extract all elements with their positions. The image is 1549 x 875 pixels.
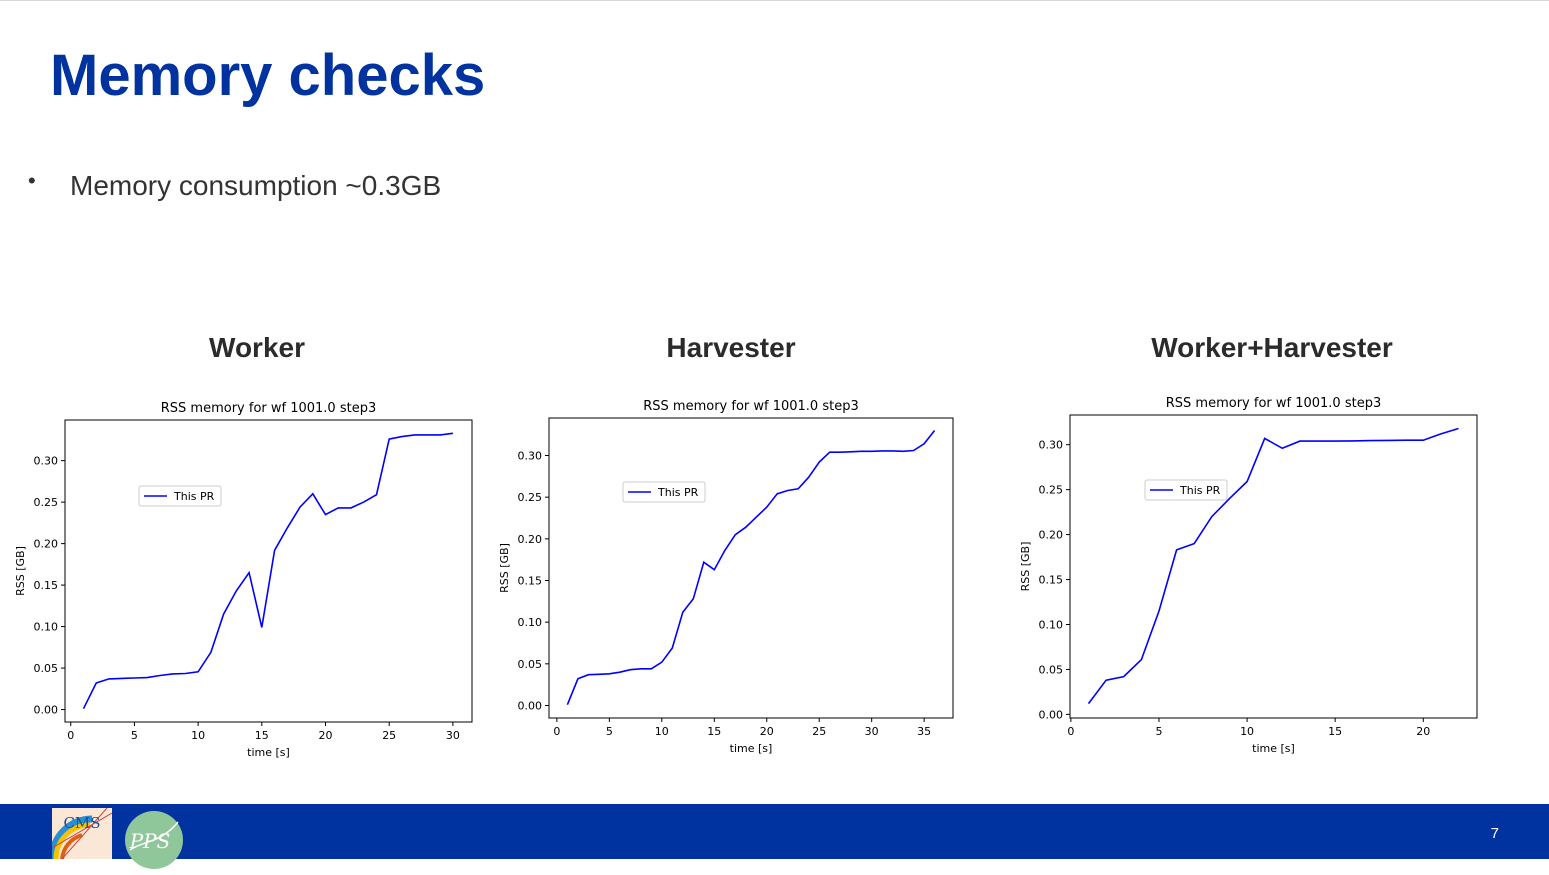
chart-title: RSS memory for wf 1001.0 step3 — [643, 399, 858, 414]
x-axis-label: time [s] — [247, 746, 290, 759]
y-axis-label: RSS [GB] — [498, 543, 511, 593]
plot-frame — [64, 419, 473, 723]
y-tick-label: 0.30 — [518, 450, 543, 463]
page-number: 7 — [1490, 825, 1499, 842]
chart-worker: RSS memory for wf 1001.0 step3 0 5 10 15 20 25… — [14, 401, 473, 759]
y-tick-label: 0.25 — [518, 491, 543, 504]
x-tick-label: 10 — [1240, 725, 1254, 738]
y-tick-label: 0.20 — [34, 538, 59, 551]
x-tick-label: 20 — [319, 729, 333, 742]
y-tick-label: 0.00 — [1039, 708, 1064, 721]
chart-worker-harvester: RSS memory for wf 1001.0 step3 0 5 10 15 20 0.… — [1019, 396, 1478, 755]
x-axis-label: time [s] — [1252, 742, 1295, 755]
bullet-dot-icon: • — [28, 168, 36, 193]
y-axis-label: RSS [GB] — [14, 546, 27, 596]
y-tick-label: 0.00 — [34, 704, 59, 717]
chart-harvester: RSS memory for wf 1001.0 step3 0 5 10 15 20 25… — [498, 399, 954, 755]
series-line-this-pr — [566, 430, 936, 706]
legend-box — [1144, 479, 1228, 501]
x-tick-label: 0 — [67, 729, 74, 742]
y-tick-label: 0.20 — [518, 533, 543, 546]
x-tick-label: 20 — [1416, 725, 1430, 738]
cms-logo: CMS — [52, 808, 112, 859]
y-tick-label: 0.05 — [34, 662, 59, 675]
top-border — [0, 0, 1549, 1]
x-tick-label: 15 — [255, 729, 269, 742]
y-tick-label: 0.10 — [1039, 618, 1064, 631]
series-line-this-pr — [1087, 427, 1459, 705]
chart-title: RSS memory for wf 1001.0 step3 — [1166, 396, 1381, 411]
x-tick-label: 25 — [812, 725, 826, 738]
x-tick-label: 15 — [1328, 725, 1342, 738]
x-tick-label: 30 — [865, 725, 879, 738]
bullet-text: Memory consumption ~0.3GB — [70, 170, 442, 201]
panel-heading-worker: Worker — [209, 332, 305, 363]
y-tick-label: 0.05 — [518, 658, 543, 671]
footer-bar: CMS PPS 7 — [0, 804, 1549, 869]
legend-label: This PR — [173, 490, 215, 503]
y-tick-label: 0.25 — [34, 496, 59, 509]
x-axis-label: time [s] — [730, 742, 773, 755]
y-tick-label: 0.05 — [1039, 663, 1064, 676]
series-line-this-pr — [82, 432, 453, 710]
x-tick-label: 0 — [1067, 725, 1074, 738]
panel-heading-harvester: Harvester — [666, 332, 796, 363]
plot-frame — [1069, 414, 1478, 719]
y-tick-label: 0.10 — [518, 616, 543, 629]
x-tick-label: 20 — [760, 725, 774, 738]
pps-logo: PPS — [124, 810, 184, 870]
y-axis-label: RSS [GB] — [1019, 542, 1032, 592]
legend-label: This PR — [657, 486, 699, 499]
x-tick-label: 25 — [382, 729, 396, 742]
y-tick-label: 0.15 — [34, 579, 59, 592]
panel-heading-worker-harvester: Worker+Harvester — [1151, 332, 1393, 363]
y-tick-label: 0.15 — [518, 575, 543, 588]
y-tick-label: 0.00 — [518, 700, 543, 713]
y-tick-label: 0.25 — [1039, 484, 1064, 497]
slide-title: Memory checks — [50, 43, 486, 108]
y-tick-label: 0.30 — [1039, 439, 1064, 452]
legend-label: This PR — [1179, 484, 1221, 497]
x-tick-label: 0 — [553, 725, 560, 738]
x-tick-label: 30 — [446, 729, 460, 742]
y-tick-label: 0.15 — [1039, 574, 1064, 587]
y-tick-label: 0.30 — [34, 455, 59, 468]
y-tick-label: 0.20 — [1039, 529, 1064, 542]
plot-frame — [548, 417, 954, 719]
legend-box — [622, 481, 706, 503]
x-tick-label: 5 — [606, 725, 613, 738]
x-tick-label: 5 — [1155, 725, 1162, 738]
x-tick-label: 10 — [655, 725, 669, 738]
x-tick-label: 5 — [131, 729, 138, 742]
chart-title: RSS memory for wf 1001.0 step3 — [161, 401, 376, 416]
x-tick-label: 10 — [191, 729, 205, 742]
x-tick-label: 15 — [707, 725, 721, 738]
legend-box — [138, 485, 222, 507]
x-tick-label: 35 — [917, 725, 931, 738]
pps-logo-text: PPS — [129, 829, 171, 853]
y-tick-label: 0.10 — [34, 621, 59, 634]
cms-logo-text: CMS — [63, 814, 100, 832]
